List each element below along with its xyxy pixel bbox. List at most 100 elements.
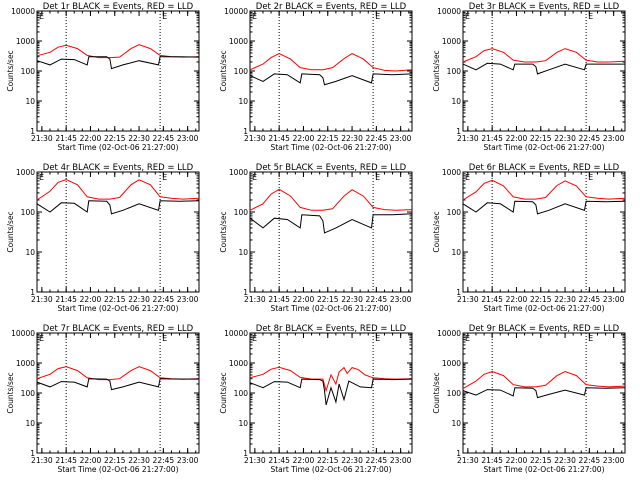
corner-mark: E <box>39 334 44 343</box>
y-tick-label: 1000 <box>442 168 461 177</box>
events-rate-line <box>36 200 200 215</box>
corner-mark: E <box>588 12 593 21</box>
detector-plot: Det 2r BLACK = Events, RED = LLD 1 10 100 10… <box>219 2 413 152</box>
x-tick-label: 23:00 <box>177 134 199 143</box>
x-tick-label: 22:00 <box>80 134 102 143</box>
x-axis-label: Start Time (02-Oct-06 21:27:00) <box>270 465 391 474</box>
x-tick-label: 21:45 <box>268 295 290 304</box>
x-tick-label: 22:15 <box>104 134 126 143</box>
x-tick-label: 23:00 <box>603 134 625 143</box>
y-tick-label: 100 <box>21 208 36 217</box>
x-axis-label: Start Time (02-Oct-06 21:27:00) <box>483 465 604 474</box>
y-axis-label: Counts/sec <box>6 50 15 91</box>
corner-mark: E <box>162 173 167 182</box>
y-tick-label: 10 <box>451 97 461 106</box>
events-rate-line <box>249 378 413 406</box>
corner-mark: E <box>375 173 380 182</box>
x-tick-label: 21:45 <box>268 134 290 143</box>
x-tick-label: 23:00 <box>177 295 199 304</box>
x-tick-label: 22:45 <box>153 456 175 465</box>
x-axis-label: Start Time (02-Oct-06 21:27:00) <box>57 304 178 313</box>
y-axis-label: Counts/sec <box>219 50 228 91</box>
x-tick-label: 21:30 <box>244 295 266 304</box>
y-tick-label: 1000 <box>229 359 248 368</box>
y-tick-label: 100 <box>447 67 462 76</box>
events-rate-line <box>462 62 625 75</box>
x-axis-label: Start Time (02-Oct-06 21:27:00) <box>57 465 178 474</box>
lld-rate-line <box>462 179 626 201</box>
lld-rate-line <box>249 366 413 393</box>
y-tick-label: 10000 <box>437 329 461 338</box>
x-tick-label: 21:30 <box>457 134 479 143</box>
x-tick-label: 22:00 <box>80 295 102 304</box>
y-tick-label: 1 <box>30 288 35 297</box>
plot-title: Det 2r BLACK = Events, RED = LLD <box>256 2 407 12</box>
x-tick-label: 22:15 <box>530 295 552 304</box>
x-tick-label: 21:45 <box>481 295 503 304</box>
x-tick-label: 22:15 <box>317 134 339 143</box>
plot-title: Det 7r BLACK = Events, RED = LLD <box>43 324 194 334</box>
lld-rate-line <box>462 370 626 390</box>
x-tick-label: 21:45 <box>481 456 503 465</box>
y-tick-label: 1000 <box>442 359 461 368</box>
detector-plot: Det 4r BLACK = Events, RED = LLD 1 10 100 10… <box>6 163 200 313</box>
y-tick-label: 1000 <box>16 359 35 368</box>
y-tick-label: 100 <box>447 389 462 398</box>
x-tick-label: 22:00 <box>293 456 315 465</box>
y-tick-label: 1 <box>456 127 461 136</box>
x-tick-label: 21:30 <box>244 134 266 143</box>
events-rate-line <box>249 213 413 234</box>
events-rate-line <box>249 73 413 86</box>
x-tick-label: 22:45 <box>579 456 601 465</box>
y-tick-label: 1000 <box>229 168 248 177</box>
x-tick-label: 21:45 <box>481 134 503 143</box>
y-tick-label: 10 <box>451 419 461 428</box>
y-axis-label: Counts/sec <box>432 211 441 252</box>
y-tick-label: 10 <box>451 248 461 257</box>
corner-mark: E <box>588 173 593 182</box>
plot-frame <box>36 171 200 293</box>
y-tick-label: 100 <box>21 67 36 76</box>
lld-rate-line <box>249 53 413 72</box>
x-tick-label: 22:30 <box>128 295 150 304</box>
detector-plot: Det 9r BLACK = Events, RED = LLD 1 10 100 10… <box>432 324 626 474</box>
x-axis-label: Start Time (02-Oct-06 21:27:00) <box>483 143 604 152</box>
x-tick-label: 22:00 <box>506 134 528 143</box>
x-axis-label: Start Time (02-Oct-06 21:27:00) <box>483 304 604 313</box>
x-tick-label: 22:45 <box>366 295 388 304</box>
x-tick-label: 22:45 <box>366 134 388 143</box>
corner-mark: E <box>465 173 470 182</box>
x-tick-label: 22:45 <box>153 134 175 143</box>
events-rate-line <box>462 387 626 399</box>
y-tick-label: 10000 <box>11 329 35 338</box>
detector-plot: Det 7r BLACK = Events, RED = LLD 1 10 100 10… <box>6 324 200 474</box>
plot-frame <box>36 332 200 454</box>
x-axis-label: Start Time (02-Oct-06 21:27:00) <box>270 143 391 152</box>
x-tick-label: 22:30 <box>341 456 363 465</box>
x-tick-label: 21:30 <box>31 456 53 465</box>
x-tick-label: 22:15 <box>317 295 339 304</box>
y-tick-label: 10 <box>238 97 248 106</box>
y-tick-label: 10 <box>238 248 248 257</box>
corner-mark: E <box>162 12 167 21</box>
corner-mark: E <box>39 12 44 21</box>
y-tick-label: 10000 <box>224 329 248 338</box>
x-tick-label: 23:00 <box>603 295 625 304</box>
y-tick-label: 1 <box>456 288 461 297</box>
x-tick-label: 22:45 <box>153 295 175 304</box>
y-axis-label: Counts/sec <box>432 372 441 413</box>
y-tick-label: 1 <box>30 449 35 458</box>
x-tick-label: 21:30 <box>31 295 53 304</box>
x-tick-label: 22:15 <box>530 456 552 465</box>
x-tick-label: 22:30 <box>554 295 576 304</box>
x-axis-label: Start Time (02-Oct-06 21:27:00) <box>270 304 391 313</box>
x-tick-label: 22:30 <box>341 295 363 304</box>
x-tick-label: 22:15 <box>530 134 552 143</box>
y-tick-label: 100 <box>234 208 249 217</box>
y-tick-label: 100 <box>234 389 249 398</box>
corner-mark: E <box>465 334 470 343</box>
x-tick-label: 21:45 <box>55 456 77 465</box>
y-tick-label: 10 <box>25 419 35 428</box>
y-axis-label: Counts/sec <box>432 50 441 91</box>
y-tick-label: 1 <box>243 449 248 458</box>
